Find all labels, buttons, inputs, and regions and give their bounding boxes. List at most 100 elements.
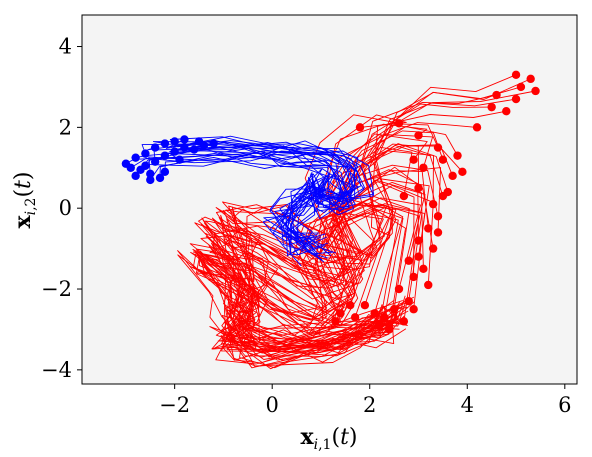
blue-endpoint-marker (150, 143, 160, 152)
red-endpoint-marker (443, 187, 452, 197)
blue-endpoint-marker (150, 157, 160, 166)
series-blue-endpoints (121, 135, 218, 185)
red-endpoint-marker (414, 236, 423, 245)
red-endpoint-marker (433, 212, 443, 221)
blue-endpoint-marker (126, 163, 135, 172)
red-trajectory-line (204, 146, 413, 358)
blue-endpoint-marker (180, 135, 189, 144)
blue-endpoint-marker (199, 141, 209, 150)
red-endpoint-marker (394, 119, 404, 128)
blue-endpoint-marker (170, 147, 179, 156)
red-trajectory-line (177, 212, 409, 365)
red-endpoint-marker (492, 90, 501, 100)
red-endpoint-marker (433, 143, 443, 152)
red-endpoint-marker (355, 123, 365, 132)
blue-trajectory-line (178, 141, 356, 256)
red-endpoint-marker (346, 300, 355, 310)
red-endpoint-marker (511, 70, 521, 80)
red-endpoint-marker (531, 86, 540, 96)
red-trajectory-line (226, 110, 507, 334)
red-endpoint-marker (399, 191, 409, 201)
red-trajectory-line (202, 203, 423, 351)
blue-endpoint-marker (209, 139, 218, 148)
blue-endpoint-marker (141, 149, 150, 158)
red-endpoint-marker (472, 123, 482, 132)
blue-trajectory-line (175, 143, 375, 254)
red-trajectory-line (194, 133, 428, 345)
x-tick-label: 0 (266, 393, 279, 417)
red-endpoint-marker (350, 313, 360, 322)
series-blue-trajectories (125, 135, 375, 267)
x-tick-label: 2 (363, 393, 376, 417)
red-endpoint-marker (336, 309, 345, 318)
red-endpoint-marker (526, 74, 535, 84)
y-tick-label: −2 (41, 277, 72, 301)
blue-endpoint-marker (146, 175, 155, 185)
red-trajectory-line (190, 209, 406, 368)
blue-endpoint-marker (170, 137, 179, 146)
red-endpoint-marker (428, 244, 438, 253)
red-endpoint-marker (375, 321, 384, 330)
y-tick-label: −4 (41, 358, 72, 382)
blue-endpoint-marker (131, 171, 140, 181)
red-endpoint-marker (414, 252, 423, 261)
red-endpoint-marker (424, 224, 433, 233)
red-endpoint-marker (419, 163, 428, 172)
blue-endpoint-marker (155, 173, 165, 183)
red-endpoint-marker (516, 82, 526, 92)
red-endpoint-marker (511, 94, 521, 104)
blue-endpoint-marker (131, 153, 140, 162)
red-trajectory-line (192, 201, 393, 363)
x-tick-label: 4 (461, 393, 474, 417)
red-endpoint-marker (360, 300, 370, 310)
y-tick-label: 4 (59, 35, 72, 59)
red-endpoint-marker (453, 151, 462, 160)
x-tick-label: 6 (558, 393, 571, 417)
red-endpoint-marker (409, 305, 418, 314)
y-axis-label: xi,2(t) (10, 172, 39, 229)
red-endpoint-marker (370, 309, 379, 318)
blue-endpoint-marker (160, 139, 170, 148)
red-endpoint-marker (389, 305, 399, 314)
plot-frame (81, 14, 578, 385)
blue-trajectory-line (149, 157, 355, 259)
red-endpoint-marker (448, 171, 457, 181)
red-endpoint-marker (409, 272, 418, 282)
red-endpoint-marker (404, 296, 413, 306)
blue-trajectory-line (145, 151, 351, 252)
blue-endpoint-marker (146, 169, 155, 179)
red-trajectory-line (215, 86, 522, 344)
x-axis-ticks: −2 0 2 4 6 (159, 384, 571, 417)
red-trajectory-line (222, 74, 517, 350)
blue-trajectory-line (168, 152, 354, 253)
red-endpoint-marker (385, 325, 394, 334)
red-endpoint-marker (414, 131, 423, 140)
blue-endpoint-marker (180, 143, 189, 152)
blue-endpoint-marker (175, 155, 184, 164)
red-endpoint-marker (404, 256, 413, 265)
red-endpoint-marker (394, 284, 404, 294)
x-axis-label: xi,1(t) (301, 424, 358, 453)
red-endpoint-marker (424, 280, 433, 290)
blue-trajectory-line (125, 148, 331, 267)
red-endpoint-marker (409, 155, 418, 164)
red-endpoint-marker (331, 317, 340, 326)
red-endpoint-marker (502, 106, 511, 116)
series-red-endpoints (331, 70, 540, 334)
red-endpoint-marker (419, 264, 428, 274)
red-endpoint-marker (438, 155, 448, 164)
blue-endpoint-marker (141, 161, 150, 170)
blue-trajectory-line (135, 150, 353, 245)
red-trajectory-line (195, 203, 397, 358)
red-endpoint-marker (428, 199, 438, 209)
red-trajectory-line (211, 178, 430, 351)
red-endpoint-marker (414, 183, 423, 193)
blue-endpoint-marker (160, 167, 170, 177)
x-tick-label: −2 (159, 393, 190, 417)
red-endpoint-marker (433, 228, 443, 237)
red-endpoint-marker (399, 317, 409, 326)
blue-endpoint-marker (160, 151, 170, 160)
blue-trajectory-line (187, 143, 375, 263)
blue-endpoint-marker (189, 145, 199, 154)
